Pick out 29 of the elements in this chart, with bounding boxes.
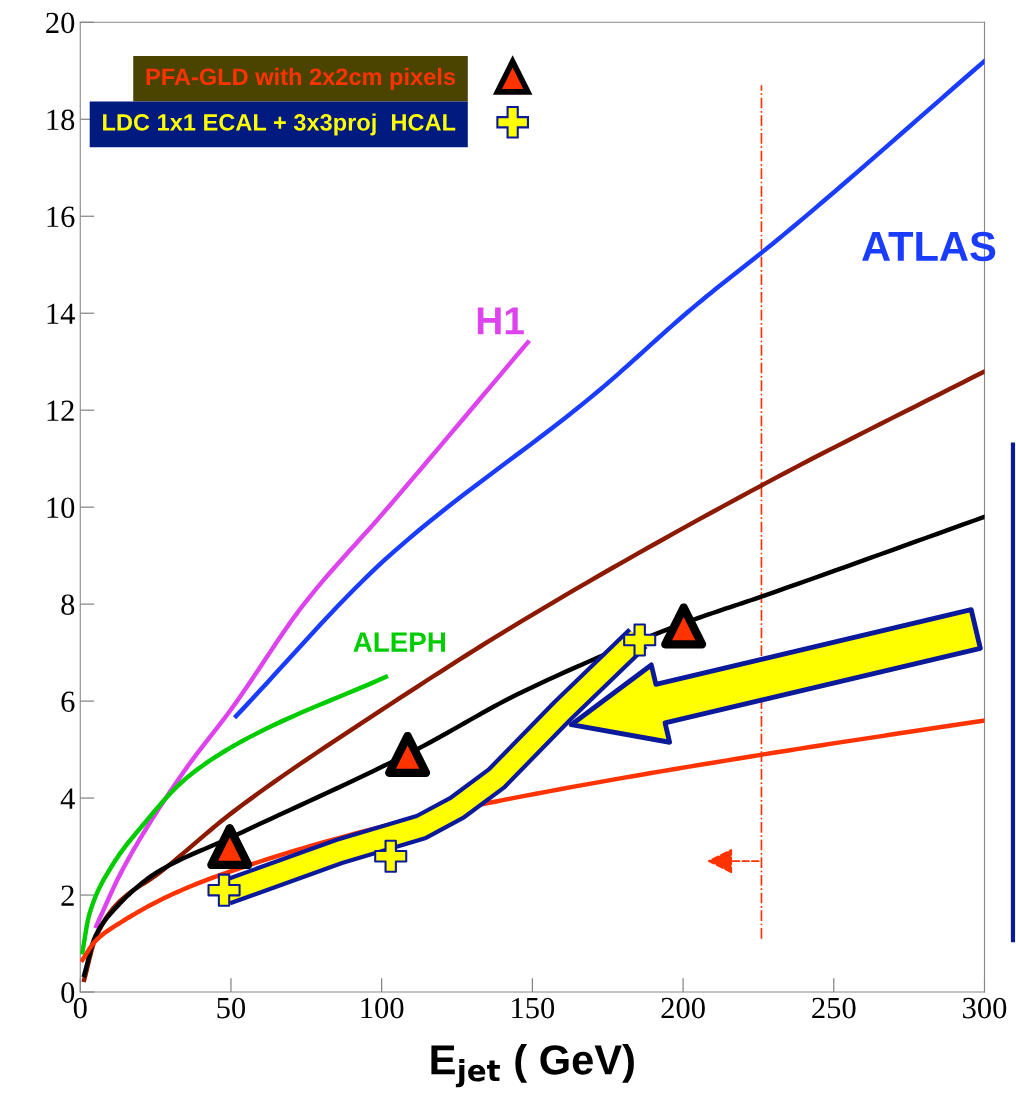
series-label: ALEPH [353,632,445,652]
point [207,824,253,870]
y-tick-label: 2 [61,885,74,906]
y-tick-label: 0 [61,982,75,1003]
point [661,603,707,649]
y-tick-label: 18 [47,109,75,131]
y-tick-label: 8 [61,594,75,616]
y-tick-label: 20 [46,12,75,34]
y-tick-label: 14 [47,303,75,324]
x-tick-label: 300 [963,997,1007,1019]
legend-label: LDC 1x1 ECAL + 3x3proj HCAL [103,113,456,136]
point [207,873,241,907]
x-tick-label: 100 [361,997,404,1019]
series-label: ATLAS [862,231,996,262]
point [374,839,408,873]
x-tick-label: 250 [812,997,856,1019]
y-tick-label: 4 [60,788,75,809]
x-tick-label: 50 [217,997,246,1019]
y-tick-label: 10 [47,497,75,519]
point [385,731,431,777]
x-tick-label: 200 [661,997,705,1019]
legend-label: PFA-GLD with 2x2cm pixels [146,67,456,90]
y-tick-label: 6 [61,691,75,712]
x-tick-label: 150 [512,997,555,1019]
point [623,623,657,657]
series-label: H1 [477,307,524,335]
x-axis-title: E$_{jet}$ ( GeV) [431,1044,634,1088]
y-tick-label: 16 [47,206,75,228]
y-tick-label: 12 [47,400,74,421]
